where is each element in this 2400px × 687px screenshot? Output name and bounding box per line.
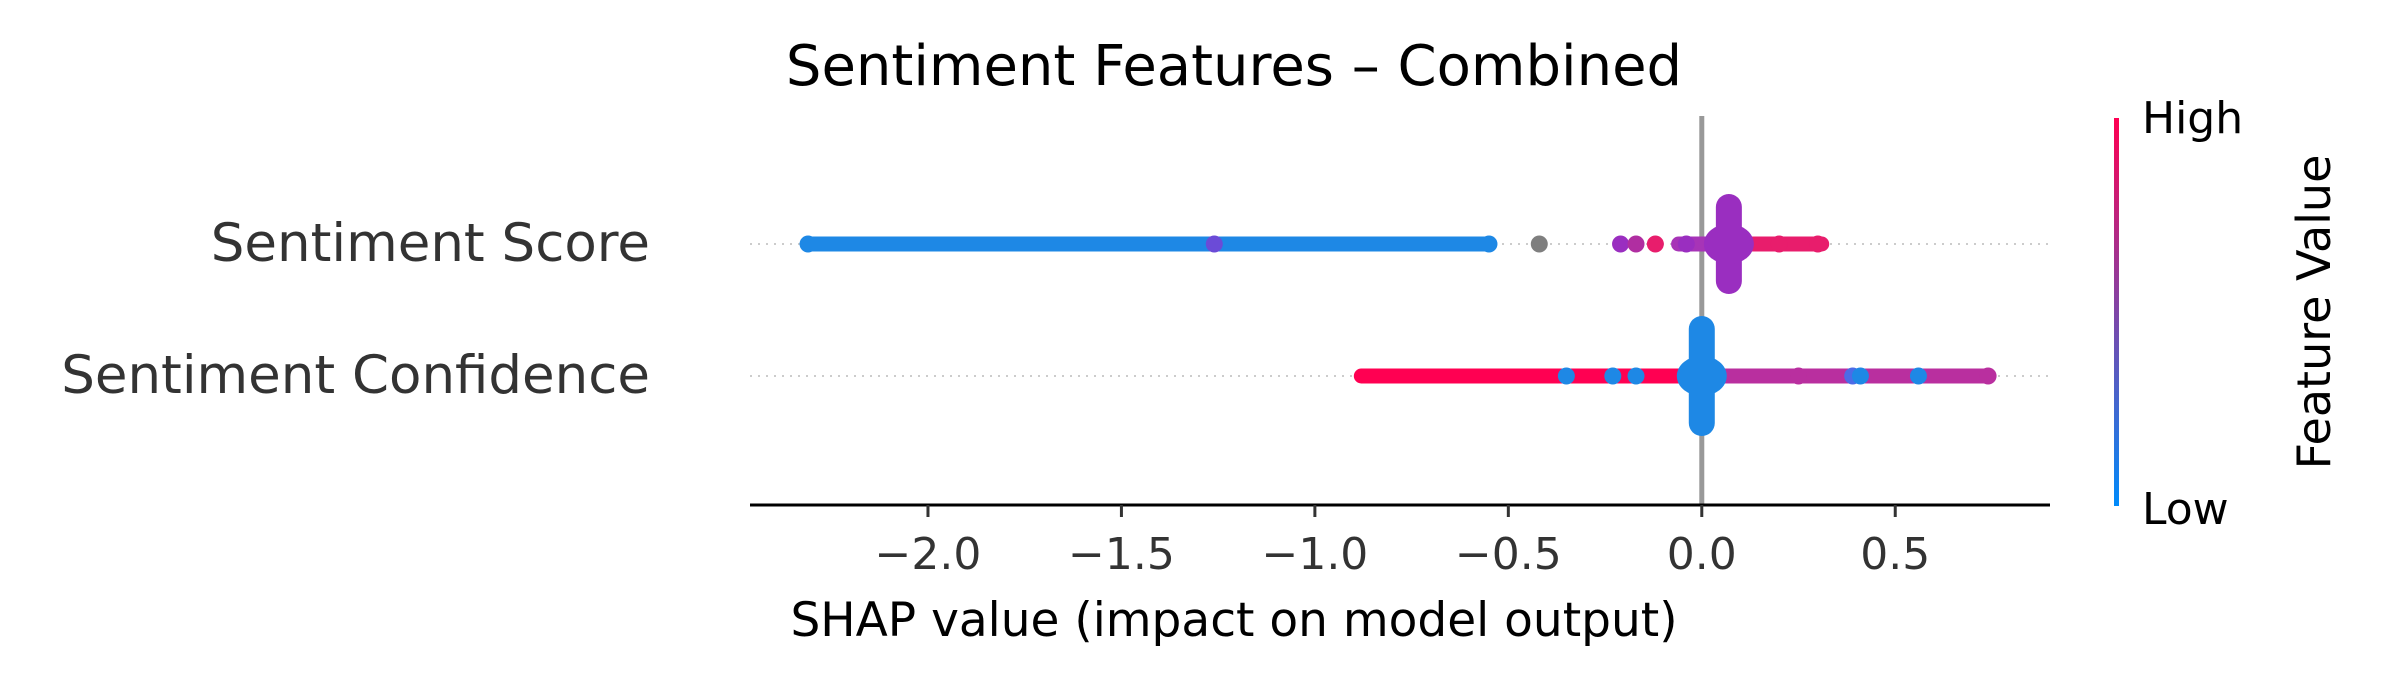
shap-point bbox=[1979, 367, 1997, 385]
feature-row: Sentiment Score bbox=[211, 194, 2050, 294]
feature-label: Sentiment Score bbox=[211, 213, 650, 274]
x-tick-label: −2.0 bbox=[875, 529, 982, 580]
x-tick-label: −1.0 bbox=[1261, 529, 1368, 580]
shap-point bbox=[1530, 235, 1548, 253]
shap-point bbox=[799, 235, 817, 253]
shap-point bbox=[1627, 367, 1645, 385]
x-axis-label: SHAP value (impact on model output) bbox=[790, 593, 1677, 648]
shap-point bbox=[1809, 235, 1827, 253]
shap-point bbox=[1909, 367, 1927, 385]
plot-area: Sentiment Score Sentiment Confidence −2.0 −… bbox=[61, 116, 2050, 580]
x-tick-label: 0.0 bbox=[1667, 529, 1737, 580]
shap-point bbox=[1557, 367, 1575, 385]
feature-row: Sentiment Confidence bbox=[61, 316, 2050, 436]
shap-density-core bbox=[1676, 356, 1727, 396]
x-tick-label: −0.5 bbox=[1455, 529, 1562, 580]
colorbar-strip bbox=[2114, 118, 2119, 506]
shap-point bbox=[1604, 367, 1622, 385]
shap-point bbox=[1205, 235, 1223, 253]
shap-density-core bbox=[1703, 224, 1754, 264]
feature-label: Sentiment Confidence bbox=[61, 345, 650, 406]
shap-point bbox=[1770, 235, 1788, 253]
colorbar-low-label: Low bbox=[2142, 484, 2229, 535]
x-tick-label: 0.5 bbox=[1860, 529, 1930, 580]
chart-title: Sentiment Features – Combined bbox=[786, 34, 1682, 99]
colorbar-high-label: High bbox=[2142, 93, 2243, 144]
shap-point bbox=[1627, 235, 1645, 253]
shap-point bbox=[1790, 367, 1808, 385]
shap-point bbox=[1480, 235, 1498, 253]
x-tick-label: −1.5 bbox=[1068, 529, 1175, 580]
colorbar-title: Feature Value bbox=[2287, 155, 2341, 470]
colorbar: High Low Feature Value bbox=[2114, 93, 2341, 535]
shap-point bbox=[1612, 235, 1630, 253]
shap-point bbox=[1646, 235, 1664, 253]
shap-point bbox=[1851, 367, 1869, 385]
shap-point bbox=[1677, 235, 1695, 253]
